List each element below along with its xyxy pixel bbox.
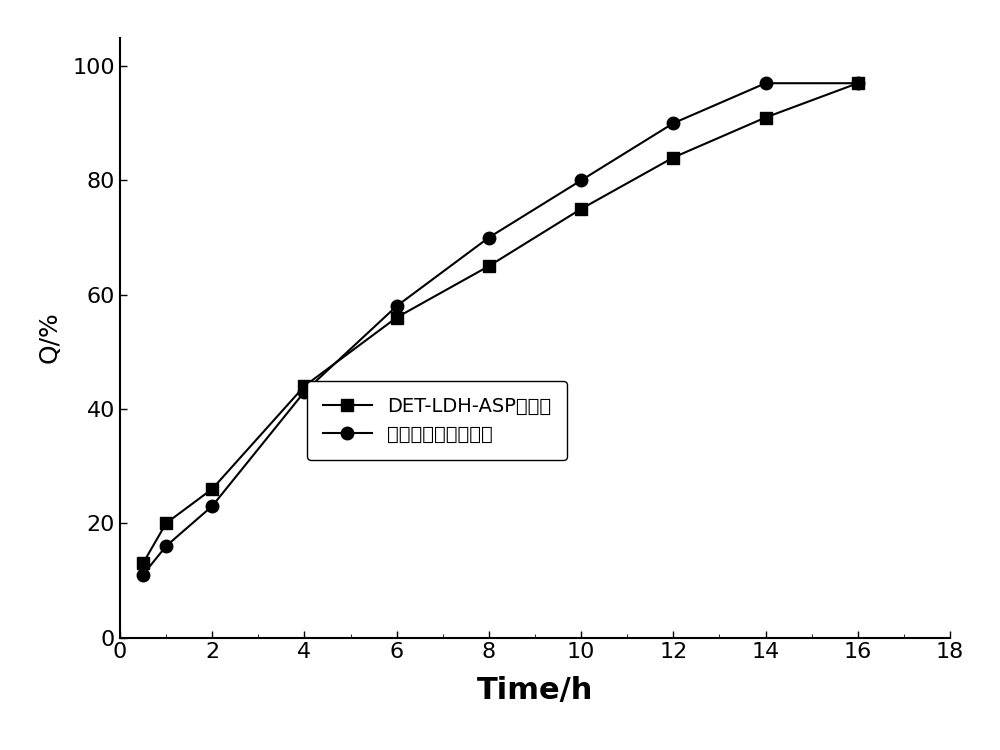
- Y-axis label: Q/%: Q/%: [37, 312, 61, 364]
- DET-LDH-ASP缓释片: [483, 262, 495, 271]
- Legend: DET-LDH-ASP缓释片, 市售阿司匹林缓释片: DET-LDH-ASP缓释片, 市售阿司匹林缓释片: [307, 381, 567, 460]
- 市售阿司匹林缓释片: [298, 387, 310, 396]
- DET-LDH-ASP缓释片: [667, 153, 679, 162]
- 市售阿司匹林缓释片: [575, 176, 587, 184]
- DET-LDH-ASP缓释片: [760, 113, 772, 122]
- 市售阿司匹林缓释片: [852, 79, 864, 88]
- 市售阿司匹林缓释片: [137, 570, 149, 579]
- DET-LDH-ASP缓释片: [137, 559, 149, 568]
- DET-LDH-ASP缓释片: [391, 313, 403, 322]
- Line: DET-LDH-ASP缓释片: DET-LDH-ASP缓释片: [137, 77, 864, 569]
- 市售阿司匹林缓释片: [483, 233, 495, 242]
- X-axis label: Time/h: Time/h: [477, 676, 593, 705]
- 市售阿司匹林缓释片: [760, 79, 772, 88]
- DET-LDH-ASP缓释片: [160, 519, 172, 528]
- 市售阿司匹林缓释片: [667, 118, 679, 128]
- DET-LDH-ASP缓释片: [298, 382, 310, 391]
- Line: 市售阿司匹林缓释片: 市售阿司匹林缓释片: [137, 77, 864, 581]
- DET-LDH-ASP缓释片: [852, 79, 864, 88]
- 市售阿司匹林缓释片: [206, 502, 218, 511]
- 市售阿司匹林缓释片: [391, 302, 403, 310]
- 市售阿司匹林缓释片: [160, 542, 172, 550]
- DET-LDH-ASP缓释片: [206, 484, 218, 494]
- DET-LDH-ASP缓释片: [575, 205, 587, 214]
